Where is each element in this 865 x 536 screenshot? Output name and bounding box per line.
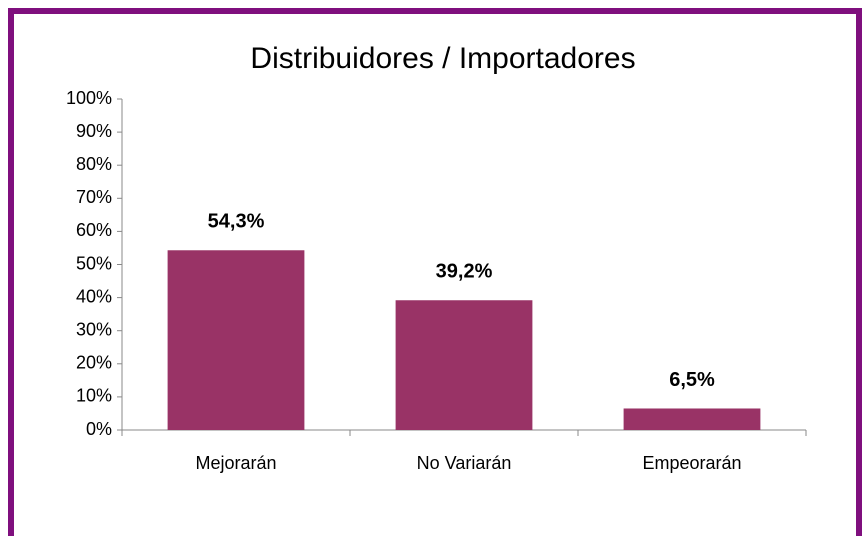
y-tick-label: 80% <box>76 154 112 174</box>
bar <box>623 408 761 430</box>
y-tick-label: 70% <box>76 187 112 207</box>
y-tick-label: 60% <box>76 220 112 240</box>
y-tick-label: 90% <box>76 121 112 141</box>
y-tick-label: 50% <box>76 253 112 273</box>
value-label: 54,3% <box>208 211 265 233</box>
bar <box>167 250 305 430</box>
y-tick-label: 20% <box>76 353 112 373</box>
y-tick-label: 30% <box>76 319 112 339</box>
x-tick-label: No Variarán <box>417 453 512 473</box>
chart-title: Distribuidores / Importadores <box>250 42 635 75</box>
y-tick-label: 40% <box>76 286 112 306</box>
y-tick-label: 10% <box>76 386 112 406</box>
value-label: 6,5% <box>669 369 715 391</box>
x-tick-label: Empeorarán <box>642 453 741 473</box>
value-label: 39,2% <box>436 261 493 283</box>
y-tick-label: 100% <box>66 88 112 108</box>
x-tick-label: Mejorarán <box>195 453 276 473</box>
y-tick-label: 0% <box>86 419 112 439</box>
bar <box>395 300 533 430</box>
